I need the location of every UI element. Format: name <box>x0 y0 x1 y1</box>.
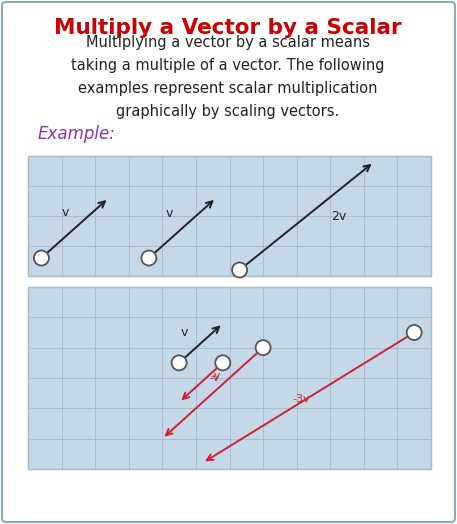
Circle shape <box>141 250 156 266</box>
Bar <box>28 287 431 469</box>
Text: -v: -v <box>209 373 219 383</box>
Circle shape <box>172 355 186 370</box>
Circle shape <box>407 325 422 340</box>
Text: Multiplying a vector by a scalar means
taking a multiple of a vector. The follow: Multiplying a vector by a scalar means t… <box>71 35 385 119</box>
Text: Multiply a Vector by a Scalar: Multiply a Vector by a Scalar <box>54 18 402 38</box>
Circle shape <box>215 355 230 370</box>
Text: v: v <box>181 326 188 339</box>
Circle shape <box>34 250 49 266</box>
Text: v: v <box>61 206 69 219</box>
Circle shape <box>255 340 271 355</box>
Bar <box>28 156 431 276</box>
Text: v: v <box>165 207 173 220</box>
Text: 2v: 2v <box>331 210 346 223</box>
Text: -3v: -3v <box>292 394 310 404</box>
Circle shape <box>232 263 247 278</box>
Text: Example:: Example: <box>38 125 116 143</box>
Text: -v: -v <box>211 370 221 380</box>
